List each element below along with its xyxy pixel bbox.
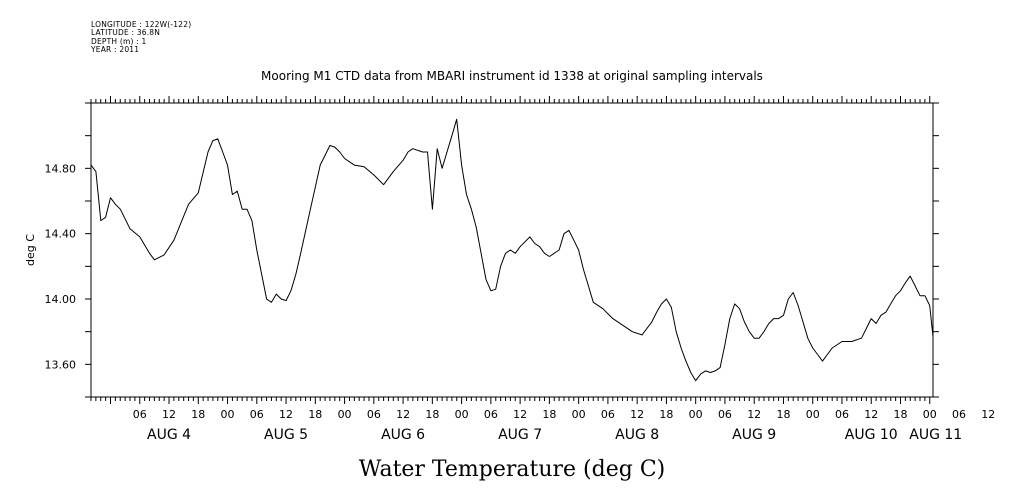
y-axis-label: deg C <box>24 234 37 266</box>
x-tick-label: 00 <box>806 408 820 421</box>
x-date-label: AUG 4 <box>147 427 191 443</box>
x-tick-label: 06 <box>250 408 264 421</box>
x-date-label: AUG 8 <box>615 427 659 443</box>
meta-latitude: LATITUDE : 36.8N <box>91 28 161 38</box>
x-date-label: AUG 10 <box>845 427 898 443</box>
x-tick-label: 06 <box>484 408 498 421</box>
x-tick-label: 18 <box>308 408 322 421</box>
x-date-label: AUG 5 <box>264 427 308 443</box>
x-tick-label: 06 <box>601 408 615 421</box>
x-date-label: AUG 11 <box>909 427 962 443</box>
x-tick-label: 06 <box>133 408 147 421</box>
x-tick-label: 12 <box>864 408 878 421</box>
meta-depth: DEPTH (m) : 1 <box>91 36 147 46</box>
x-tick-label: 12 <box>747 408 761 421</box>
x-date-labels: AUG 4 AUG 5 AUG 6 AUG 7 AUG 8 AUG 9 AUG 10 AUG … <box>147 427 962 443</box>
x-tick-label: 18 <box>659 408 673 421</box>
x-tick-label: 18 <box>542 408 556 421</box>
tick-marks <box>85 96 939 404</box>
x-axis-label: Water Temperature (deg C) <box>359 457 666 482</box>
x-tick-label: 18 <box>425 408 439 421</box>
y-tick-label: 13.60 <box>45 358 77 371</box>
plot-frame <box>90 102 934 398</box>
x-tick-label: 00 <box>338 408 352 421</box>
y-tick-labels: 13.60 14.00 14.40 14.80 <box>45 162 77 371</box>
x-tick-label: 06 <box>718 408 732 421</box>
x-tick-label: 12 <box>279 408 293 421</box>
y-tick-label: 14.40 <box>45 228 77 241</box>
x-tick-label: 18 <box>191 408 205 421</box>
x-tick-label: 06 <box>835 408 849 421</box>
x-date-label: AUG 9 <box>732 427 776 443</box>
x-tick-label: 12 <box>630 408 644 421</box>
x-tick-label: 00 <box>221 408 235 421</box>
x-tick-label: 00 <box>455 408 469 421</box>
x-tick-labels: 06 12 18 00 06 12 18 00 06 12 18 00 06 12 18 00 06 12 18 00… <box>133 408 996 421</box>
x-tick-label: 18 <box>776 408 790 421</box>
chart-title: Mooring M1 CTD data from MBARI instrumen… <box>261 69 763 83</box>
x-date-label: AUG 7 <box>498 427 542 443</box>
x-tick-label: 12 <box>981 408 995 421</box>
x-tick-label: 00 <box>572 408 586 421</box>
y-tick-label: 14.00 <box>45 293 77 306</box>
meta-year: YEAR : 2011 <box>91 45 140 55</box>
metadata-block: LONGITUDE : 122W(-122) LATITUDE : 36.8N … <box>91 20 192 55</box>
x-date-label: AUG 6 <box>381 427 425 443</box>
x-tick-label: 00 <box>689 408 703 421</box>
x-tick-label: 06 <box>952 408 966 421</box>
meta-longitude: LONGITUDE : 122W(-122) <box>91 20 192 29</box>
y-tick-label: 14.80 <box>45 162 77 175</box>
x-tick-label: 06 <box>367 408 381 421</box>
x-tick-label: 12 <box>513 408 527 421</box>
x-tick-label: 12 <box>396 408 410 421</box>
x-tick-label: 18 <box>893 408 907 421</box>
x-tick-label: 00 <box>923 408 937 421</box>
water-temperature-line <box>90 118 934 382</box>
x-tick-label: 12 <box>162 408 176 421</box>
